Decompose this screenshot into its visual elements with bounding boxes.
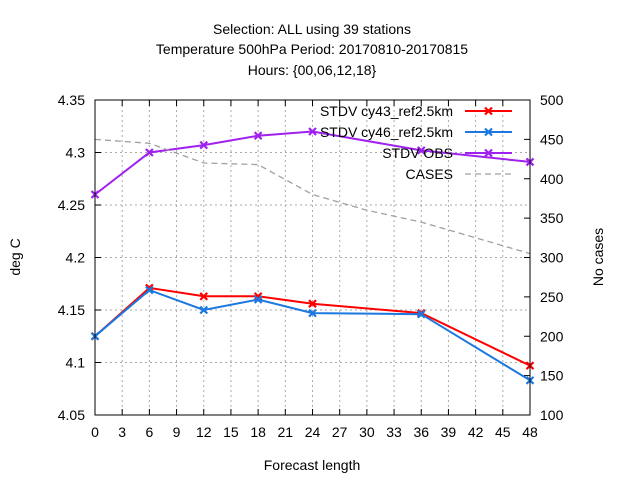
marker-stroke bbox=[484, 106, 493, 116]
data-point-5 bbox=[416, 146, 426, 155]
y-tick-label: 4.2 bbox=[66, 250, 86, 266]
series-group bbox=[90, 127, 535, 385]
x-tick-label: 9 bbox=[173, 424, 181, 440]
data-point-legend bbox=[484, 148, 493, 158]
data-point-3 bbox=[253, 131, 263, 140]
x-tick-label: 42 bbox=[468, 424, 484, 440]
marker-stroke bbox=[145, 285, 154, 295]
data-point-legend bbox=[484, 127, 493, 137]
y2-tick-label: 300 bbox=[540, 250, 564, 266]
legend-item-1: STDV cy46_ref2.5km bbox=[320, 124, 512, 140]
marker-stroke bbox=[199, 305, 209, 315]
marker-stroke bbox=[308, 299, 317, 308]
legend: STDV cy43_ref2.5km STDV cy46_ref2.5km STDV… bbox=[320, 103, 512, 182]
title-line-3: Hours: {00,06,12,18} bbox=[248, 62, 377, 78]
legend-label: CASES bbox=[406, 166, 453, 182]
y2-tick-label: 250 bbox=[540, 289, 564, 305]
marker-stroke bbox=[253, 131, 263, 140]
y2-tick-label: 450 bbox=[540, 131, 564, 147]
x-tick-label: 0 bbox=[91, 424, 99, 440]
title-line-1: Selection: ALL using 39 stations bbox=[213, 21, 411, 37]
data-point-1 bbox=[145, 285, 154, 295]
y-tick-label: 4.05 bbox=[58, 407, 85, 423]
y2-tick-label: 150 bbox=[540, 368, 564, 384]
legend-label: STDV cy46_ref2.5km bbox=[320, 124, 453, 140]
x-tick-label: 30 bbox=[359, 424, 375, 440]
marker-stroke bbox=[308, 308, 317, 318]
x-tick-label: 48 bbox=[522, 424, 538, 440]
data-point-5 bbox=[416, 309, 426, 319]
y-tick-label: 4.25 bbox=[58, 197, 85, 213]
series-line bbox=[94, 138, 531, 255]
title-line-2: Temperature 500hPa Period: 20170810-2017… bbox=[156, 41, 468, 57]
legend-label: STDV cy43_ref2.5km bbox=[320, 103, 453, 119]
x-tick-label: 12 bbox=[196, 424, 212, 440]
data-point-4 bbox=[308, 308, 317, 318]
marker-stroke bbox=[199, 140, 209, 150]
series-3 bbox=[94, 138, 531, 255]
x-tick-label: 39 bbox=[441, 424, 457, 440]
x-tick-label: 45 bbox=[495, 424, 511, 440]
x-tick-label: 27 bbox=[332, 424, 348, 440]
data-point-4 bbox=[308, 299, 317, 308]
marker-stroke bbox=[416, 146, 426, 155]
y2-tick-label: 350 bbox=[540, 210, 564, 226]
data-point-1 bbox=[145, 148, 154, 157]
data-point-4 bbox=[308, 127, 317, 136]
y2-axis-label: No cases bbox=[590, 228, 606, 286]
y2-tick-label: 200 bbox=[540, 328, 564, 344]
x-tick-label: 36 bbox=[413, 424, 429, 440]
legend-label: STDV OBS bbox=[382, 145, 453, 161]
data-point-2 bbox=[199, 292, 209, 301]
data-point-2 bbox=[199, 305, 209, 315]
y2-tick-label: 100 bbox=[540, 407, 564, 423]
y-tick-label: 4.35 bbox=[58, 92, 85, 108]
y-axis-label: deg C bbox=[7, 238, 23, 275]
marker-stroke bbox=[484, 127, 493, 137]
y2-tick-label: 400 bbox=[540, 171, 564, 187]
x-tick-label: 6 bbox=[145, 424, 153, 440]
marker-stroke bbox=[308, 127, 317, 136]
marker-stroke bbox=[199, 292, 209, 301]
legend-item-2: STDV OBS bbox=[382, 145, 512, 161]
marker-stroke bbox=[145, 283, 154, 293]
x-axis-label: Forecast length bbox=[264, 457, 361, 473]
legend-item-3: CASES bbox=[406, 166, 512, 182]
data-point-3 bbox=[253, 295, 263, 304]
marker-stroke bbox=[253, 295, 263, 304]
ticks: 0 3 6 9 12 15 18 21 24 27 30 33 36 39 42 45 484.054.14.1… bbox=[58, 92, 564, 440]
marker-stroke bbox=[416, 309, 426, 319]
data-point-2 bbox=[199, 140, 209, 150]
legend-item-0: STDV cy43_ref2.5km bbox=[320, 103, 512, 119]
x-tick-label: 18 bbox=[250, 424, 266, 440]
marker-stroke bbox=[145, 148, 154, 157]
x-tick-label: 3 bbox=[118, 424, 126, 440]
x-tick-label: 15 bbox=[223, 424, 239, 440]
y-tick-label: 4.3 bbox=[66, 145, 86, 161]
data-point-legend bbox=[484, 106, 493, 116]
marker-stroke bbox=[484, 148, 493, 158]
y-tick-label: 4.1 bbox=[66, 355, 86, 371]
x-tick-label: 24 bbox=[305, 424, 321, 440]
x-tick-label: 21 bbox=[278, 424, 294, 440]
y-tick-label: 4.15 bbox=[58, 302, 85, 318]
chart-title: Selection: ALL using 39 stations Tempera… bbox=[156, 21, 468, 78]
y2-tick-label: 500 bbox=[540, 92, 564, 108]
x-tick-label: 33 bbox=[386, 424, 402, 440]
series-2 bbox=[90, 127, 535, 199]
